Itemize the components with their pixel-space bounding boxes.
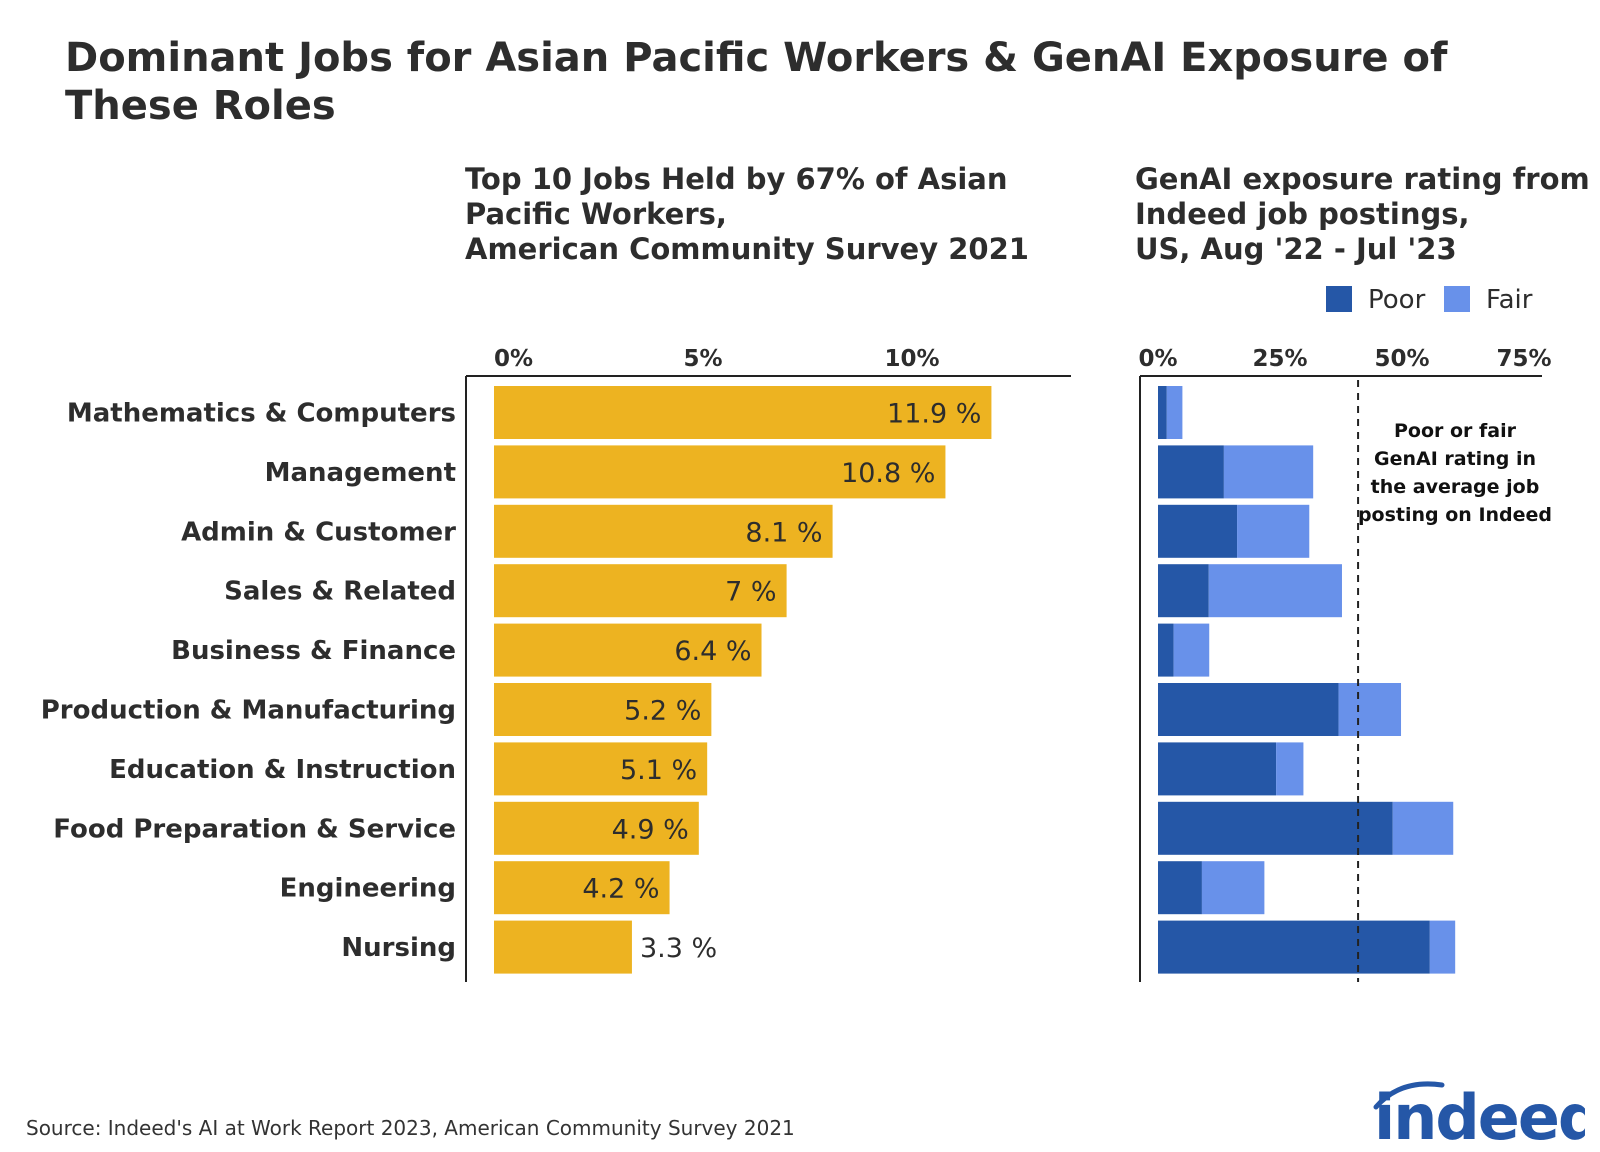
stacked-bar-fair — [1276, 742, 1304, 796]
left-x-tick-label: 10% — [884, 346, 939, 372]
left-bar — [494, 801, 699, 855]
stacked-bar-fair — [1173, 623, 1210, 677]
left-bar — [494, 623, 762, 677]
reference-annotation-line: the average job — [1371, 476, 1540, 498]
bar-data-label: 3.3 % — [640, 933, 717, 964]
bar-data-label: 5.2 % — [624, 696, 701, 727]
category-label: Mathematics & Computers — [67, 399, 456, 429]
page-title: Dominant Jobs for Asian Pacific Workers … — [65, 35, 1448, 129]
right-x-tick-label: 50% — [1374, 346, 1429, 372]
left-chart-title: Top 10 Jobs Held by 67% of Asian Pacific… — [465, 162, 1029, 266]
logo-text: indeed — [1374, 1081, 1585, 1150]
legend-swatch-poor — [1326, 286, 1352, 312]
stacked-bar-fair — [1208, 564, 1342, 618]
left-bar — [494, 504, 833, 558]
stacked-bar-poor — [1158, 861, 1202, 915]
right-chart-title: GenAI exposure rating from Indeed job po… — [1135, 162, 1590, 266]
stacked-bar-poor — [1158, 386, 1167, 439]
left-bar — [494, 683, 712, 736]
left-x-tick-label: 0% — [494, 346, 533, 372]
legend-label-fair: Fair — [1486, 285, 1533, 315]
bar-data-label: 7 % — [725, 577, 776, 608]
right-x-tick-label: 0% — [1138, 346, 1177, 372]
left-bar — [494, 861, 670, 915]
left-bar — [494, 445, 946, 499]
category-label: Engineering — [280, 874, 456, 904]
left-bar — [494, 386, 992, 439]
indeed-logo: indeed — [1373, 1081, 1585, 1150]
stacked-bar-poor — [1158, 801, 1393, 855]
stacked-bar-fair — [1223, 445, 1314, 499]
left-bar — [494, 920, 632, 974]
stacked-bar-poor — [1158, 564, 1209, 618]
category-label: Business & Finance — [171, 636, 456, 666]
bar-data-label: 10.8 % — [841, 458, 935, 489]
category-label: Sales & Related — [224, 577, 456, 607]
stacked-bar-poor — [1158, 623, 1174, 677]
bar-data-label: 8.1 % — [745, 517, 822, 548]
source-note: Source: Indeed's AI at Work Report 2023,… — [26, 1116, 795, 1140]
right-x-tick-label: 25% — [1252, 346, 1307, 372]
right-x-tick-label: 75% — [1496, 346, 1551, 372]
reference-annotation-line: posting on Indeed — [1358, 504, 1552, 526]
stacked-bar-poor — [1158, 742, 1277, 796]
legend-swatch-fair — [1444, 286, 1470, 312]
category-label: Management — [265, 458, 456, 488]
left-bar — [494, 742, 708, 796]
left-bar — [494, 564, 787, 618]
category-label: Production & Manufacturing — [41, 696, 456, 726]
stacked-bar-poor — [1158, 920, 1430, 974]
bar-data-label: 6.4 % — [674, 636, 751, 667]
stacked-bar-poor — [1158, 445, 1224, 499]
category-label: Nursing — [341, 933, 456, 963]
stacked-bar-fair — [1166, 386, 1183, 439]
bar-data-label: 4.2 % — [582, 874, 659, 905]
left-x-tick-label: 5% — [683, 346, 722, 372]
stacked-bar-fair — [1429, 920, 1456, 974]
stacked-bar-fair — [1237, 504, 1310, 558]
category-label: Education & Instruction — [109, 755, 456, 785]
stacked-bar-fair — [1338, 683, 1402, 736]
legend-label-poor: Poor — [1368, 285, 1426, 315]
stacked-bar-poor — [1158, 683, 1339, 736]
reference-annotation-line: GenAI rating in — [1374, 448, 1536, 470]
bar-data-label: 5.1 % — [620, 755, 697, 786]
bar-data-label: 11.9 % — [887, 399, 981, 430]
category-label: Admin & Customer — [181, 517, 456, 547]
bar-data-label: 4.9 % — [612, 814, 689, 845]
stacked-bar-fair — [1201, 861, 1265, 915]
stacked-bar-poor — [1158, 504, 1238, 558]
category-label: Food Preparation & Service — [53, 814, 456, 844]
reference-annotation-line: Poor or fair — [1394, 420, 1517, 442]
stacked-bar-fair — [1392, 801, 1454, 855]
